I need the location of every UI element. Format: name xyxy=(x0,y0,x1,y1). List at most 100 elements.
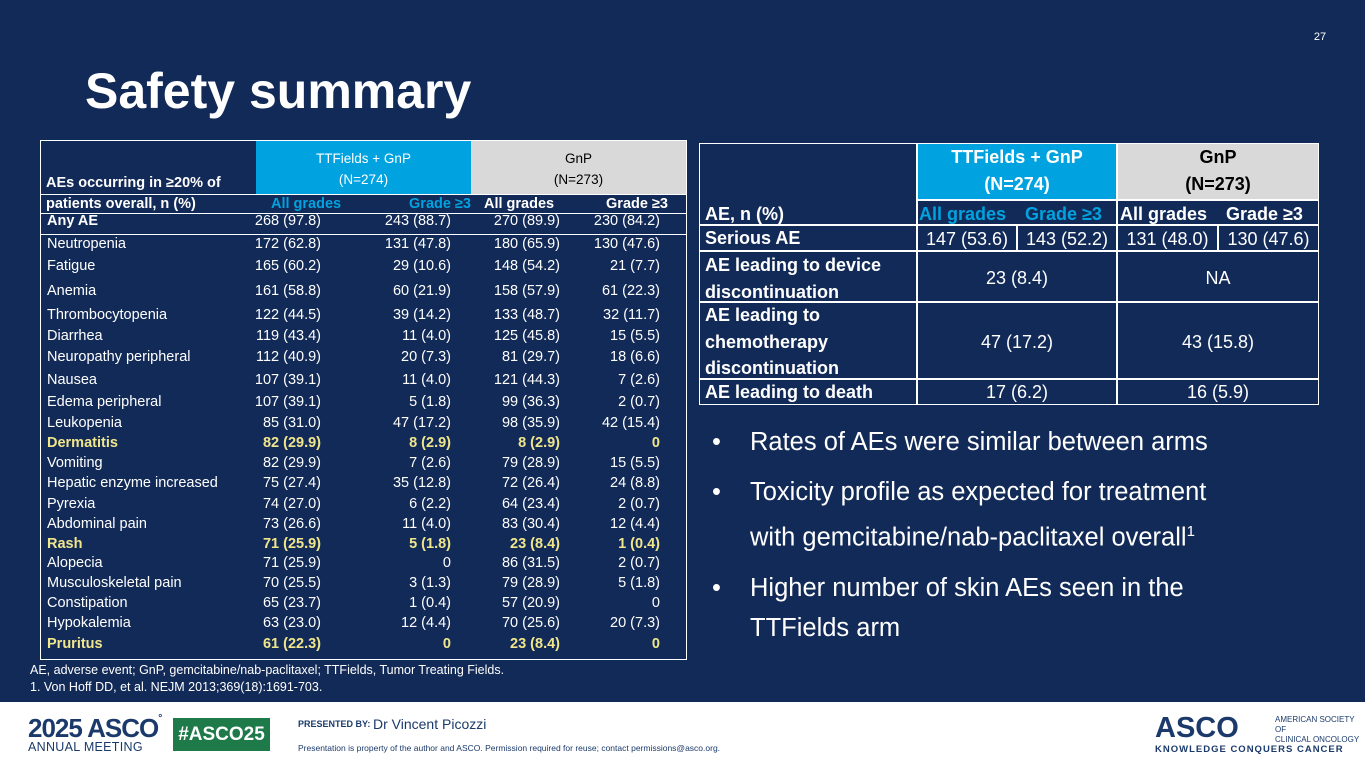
ae-value-c1: 71 (25.9) xyxy=(262,536,321,552)
ae-value-c3: 81 (29.7) xyxy=(501,349,560,365)
device-g1: 23 (8.4) xyxy=(985,268,1049,288)
subhead-grade3-1: Grade ≥3 xyxy=(409,196,471,212)
ae-value-c2: 5 (1.8) xyxy=(409,536,451,552)
ae-value-c3: 64 (23.4) xyxy=(501,496,560,512)
r-subhead-4: Grade ≥3 xyxy=(1226,204,1303,224)
ae-value-c3: 57 (20.9) xyxy=(501,595,560,611)
ae-value-c4: 24 (8.8) xyxy=(610,475,660,491)
ae-value-c4: 7 (2.6) xyxy=(618,372,660,388)
ae-value-c3: 121 (44.3) xyxy=(493,372,560,388)
r-header-gnp xyxy=(1117,143,1319,200)
ae-value-c2: 6 (2.2) xyxy=(409,496,451,512)
ae-value-c1: 122 (44.5) xyxy=(254,307,321,323)
ae-value-c2: 131 (47.8) xyxy=(384,236,451,252)
ae-value-c3: 270 (89.9) xyxy=(493,213,560,229)
header-ttfields-gnp xyxy=(256,141,471,195)
ae-name: Hypokalemia xyxy=(47,615,131,631)
ae-value-c4: 21 (7.7) xyxy=(610,258,660,274)
subhead-divider xyxy=(41,213,686,214)
ae-name: Pyrexia xyxy=(47,496,96,512)
bullet-marker: • xyxy=(712,428,721,456)
ae-value-c1: 63 (23.0) xyxy=(262,615,321,631)
serious-c4: 130 (47.6) xyxy=(1227,229,1310,249)
ae-value-c3: 99 (36.3) xyxy=(501,394,560,410)
ae-value-c3: 23 (8.4) xyxy=(510,636,560,652)
serious-label: Serious AE xyxy=(705,228,801,248)
ae-value-c3: 79 (28.9) xyxy=(501,575,560,591)
bullet-text-1: Rates of AEs were similar between arms xyxy=(750,428,1208,456)
bullet-list: • Rates of AEs were similar between arms… xyxy=(712,422,1332,658)
ae-value-c2: 60 (21.9) xyxy=(392,283,451,299)
r-group1-n: (N=274) xyxy=(984,174,1050,194)
bullet-item: • Rates of AEs were similar between arms xyxy=(712,422,1332,462)
chemo-label-cell xyxy=(699,302,917,379)
ae-value-c1: 65 (23.7) xyxy=(262,595,321,611)
ae-value-c4: 0 xyxy=(651,435,660,451)
page-number: 27 xyxy=(1313,31,1327,43)
ae-value-c1: 61 (22.3) xyxy=(262,636,321,652)
ae-value-c1: 268 (97.8) xyxy=(254,213,321,229)
ae-value-c3: 133 (48.7) xyxy=(493,307,560,323)
ae-value-c1: 70 (25.5) xyxy=(262,575,321,591)
ae-value-c4: 32 (11.7) xyxy=(603,307,660,323)
bullet-text-2b: with gemcitabine/nab-paclitaxel overall xyxy=(750,523,1187,552)
serious-label-cell xyxy=(699,225,917,251)
stub-header-line1: AEs occurring in ≥20% of xyxy=(46,175,221,191)
ae-value-c2: 11 (4.0) xyxy=(402,328,451,344)
anyae-divider xyxy=(41,234,686,235)
chemo-g1: 47 (17.2) xyxy=(980,332,1054,352)
ae-name: Thrombocytopenia xyxy=(47,307,168,323)
ae-table: AEs occurring in ≥20% of patients overal… xyxy=(40,140,687,660)
ae-value-c1: 112 (40.9) xyxy=(255,349,321,365)
ae-name: Constipation xyxy=(47,595,128,611)
serious-c3: 131 (48.0) xyxy=(1126,229,1209,249)
ae-value-c4: 12 (4.4) xyxy=(610,516,660,532)
ae-value-c3: 72 (26.4) xyxy=(501,475,560,491)
ae-value-c1: 119 (43.4) xyxy=(255,328,321,344)
ae-value-c2: 39 (14.2) xyxy=(392,307,451,323)
subhead-all-grades-1: All grades xyxy=(271,196,342,212)
ae-value-c2: 11 (4.0) xyxy=(402,372,451,388)
r-subhead-cell-2 xyxy=(1117,200,1319,225)
group2-n: (N=273) xyxy=(553,172,604,187)
ae-name: Abdominal pain xyxy=(47,516,147,532)
ae-value-c2: 5 (1.8) xyxy=(409,394,451,410)
ae-name: Diarrhea xyxy=(47,328,103,344)
serious-c1: 147 (53.6) xyxy=(925,229,1009,249)
asco-annual-logo: 2025 ASCO° xyxy=(28,713,162,743)
footnote-ref-1: 1. Von Hoff DD, et al. NEJM 2013;369(18)… xyxy=(30,680,323,694)
ae-value-c2: 0 xyxy=(442,636,451,652)
ae-value-c3: 23 (8.4) xyxy=(510,536,560,552)
ae-value-c2: 7 (2.6) xyxy=(409,455,451,471)
ae-value-c4: 0 xyxy=(651,636,660,652)
ae-value-c1: 107 (39.1) xyxy=(254,394,321,410)
ae-value-c1: 71 (25.9) xyxy=(262,555,321,571)
r-stub-header: AE, n (%) xyxy=(705,204,784,224)
group2-name: GnP xyxy=(564,151,592,166)
death-g2-cell xyxy=(1117,379,1319,405)
ae-value-c3: 148 (54.2) xyxy=(493,258,560,274)
ae-name: Hepatic enzyme increased xyxy=(47,475,218,491)
ae-name: Alopecia xyxy=(47,555,103,571)
bullet-text-3a: Higher number of skin AEs seen in the xyxy=(750,573,1184,602)
ae-value-c2: 35 (12.8) xyxy=(392,475,451,491)
ae-value-c4: 18 (6.6) xyxy=(610,349,660,365)
ae-value-c4: 61 (22.3) xyxy=(601,283,660,299)
ae-value-c2: 12 (4.4) xyxy=(401,615,451,631)
logo-year: 2025 xyxy=(28,713,83,743)
ae-value-c4: 2 (0.7) xyxy=(618,496,660,512)
ae-value-c2: 11 (4.0) xyxy=(402,516,451,532)
asco-society: AMERICAN SOCIETY OF CLINICAL ONCOLOGY xyxy=(1275,715,1365,745)
ae-name: Edema peripheral xyxy=(47,394,162,410)
stub-header-cell xyxy=(699,143,917,225)
ae-value-c4: 20 (7.3) xyxy=(610,615,660,631)
r-header-ttfields xyxy=(917,143,1117,200)
subhead-all-grades-2: All grades xyxy=(484,196,555,212)
ae-value-c1: 73 (26.6) xyxy=(262,516,321,532)
footer-banner: 2025 ASCO° ANNUAL MEETING #ASCO25 PRESEN… xyxy=(0,702,1365,768)
ae-value-c3: 125 (45.8) xyxy=(493,328,560,344)
ae-value-c3: 83 (30.4) xyxy=(501,516,560,532)
ae-value-c4: 230 (84.2) xyxy=(593,213,660,229)
disclaimer: Presentation is property of the author a… xyxy=(298,743,721,753)
header-gnp xyxy=(471,141,686,195)
